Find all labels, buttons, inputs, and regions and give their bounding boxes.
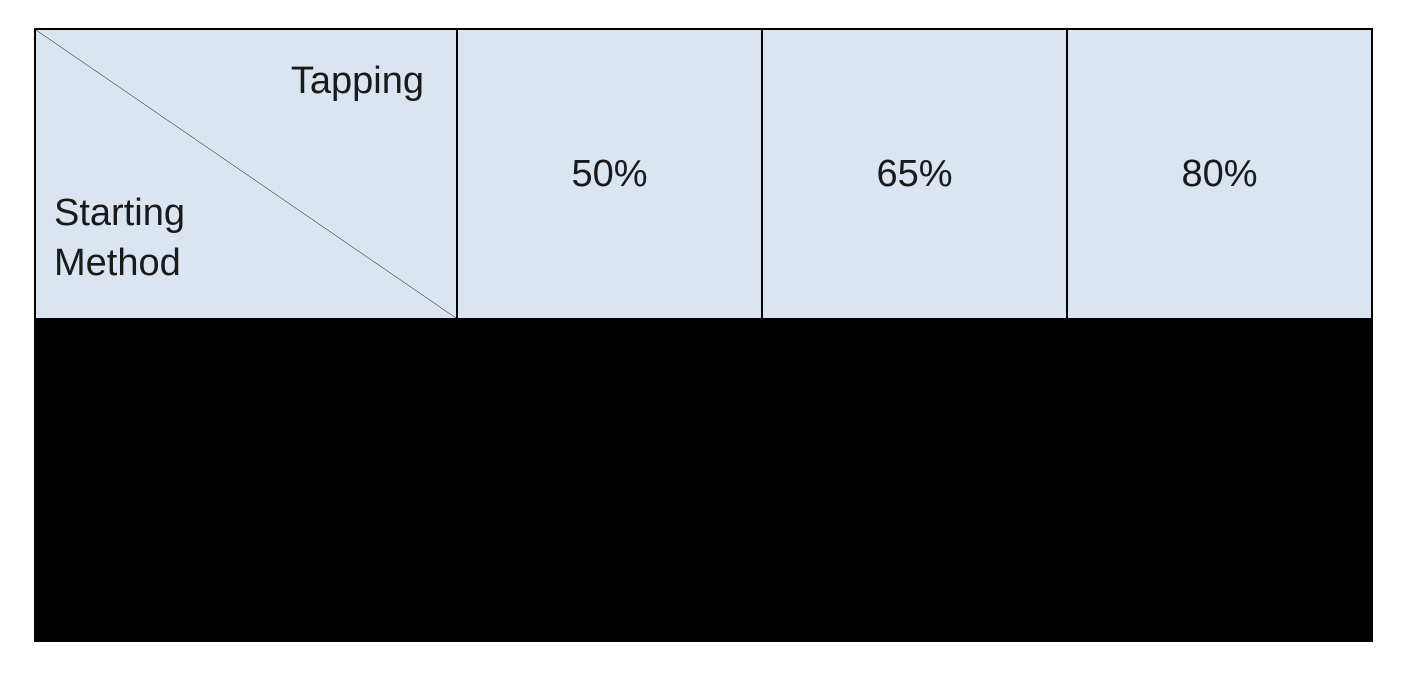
header-bottom-line2: Method bbox=[54, 242, 181, 284]
column-header-2: 65% bbox=[762, 29, 1067, 319]
row-cell bbox=[1067, 319, 1372, 641]
row-cell bbox=[457, 319, 762, 641]
column-header-1: 50% bbox=[457, 29, 762, 319]
table-row bbox=[35, 319, 1372, 641]
header-bottom-label: Starting Method bbox=[54, 189, 185, 288]
row-label-cell bbox=[35, 319, 457, 641]
table: Tapping Starting Method 50% 65% 80% bbox=[34, 28, 1373, 642]
header-bottom-line1: Starting bbox=[54, 192, 185, 234]
header-top-label: Tapping bbox=[291, 60, 424, 103]
column-header-3: 80% bbox=[1067, 29, 1372, 319]
table-header-row: Tapping Starting Method 50% 65% 80% bbox=[35, 29, 1372, 319]
diagonal-header-cell: Tapping Starting Method bbox=[35, 29, 457, 319]
row-cell bbox=[762, 319, 1067, 641]
comparison-table: Tapping Starting Method 50% 65% 80% bbox=[34, 28, 1372, 636]
